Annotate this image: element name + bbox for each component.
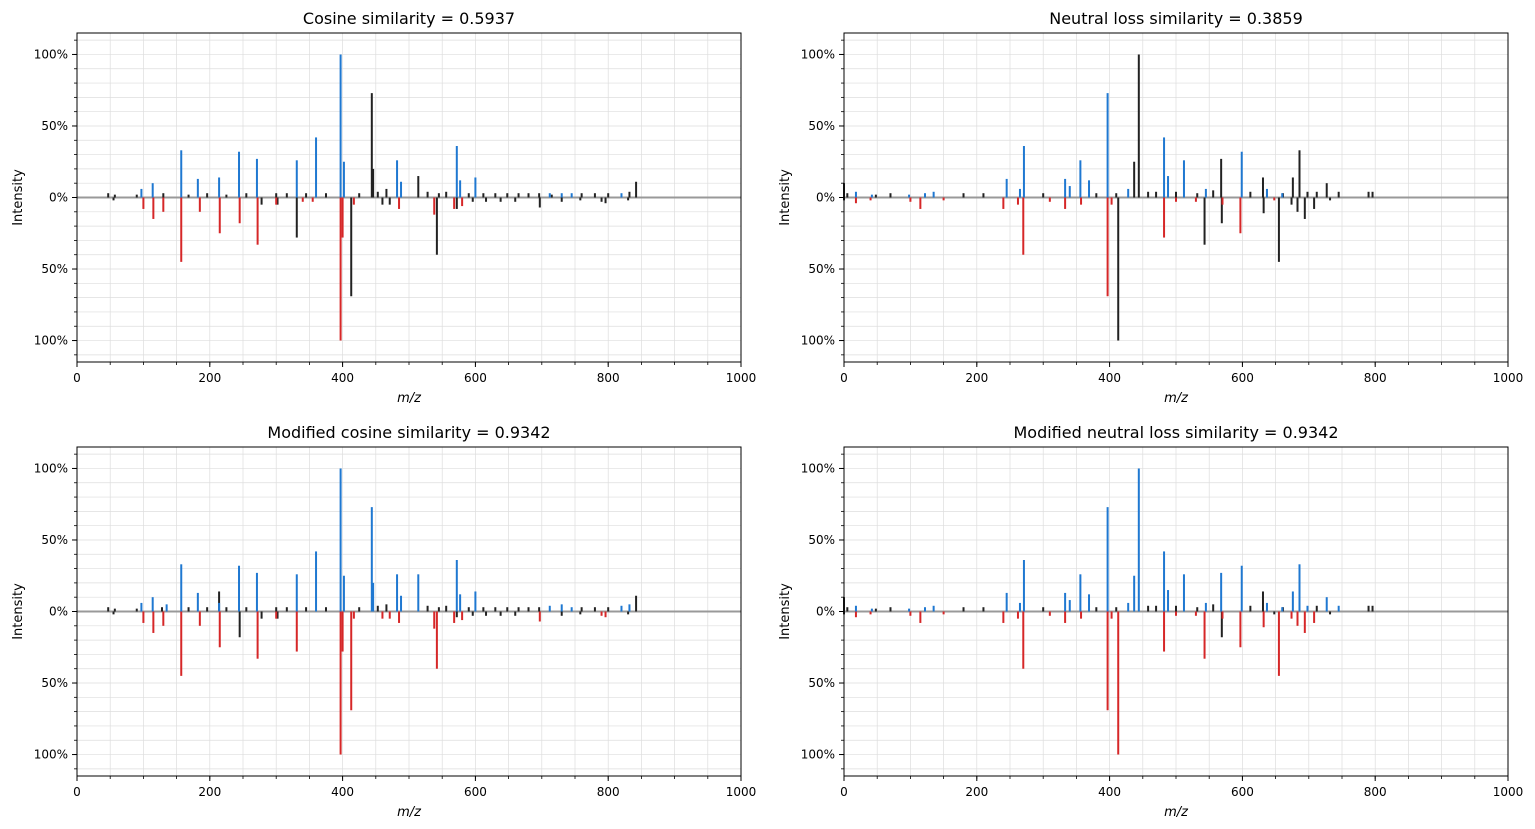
panel-title: Modified neutral loss similarity = 0.934… <box>1013 423 1338 442</box>
y-tick-label: 0% <box>816 191 835 205</box>
x-tick-label: 0 <box>840 371 848 385</box>
x-tick-label: 600 <box>1231 371 1254 385</box>
y-tick-label: 100% <box>34 748 68 762</box>
y-tick-label: 50% <box>41 262 68 276</box>
x-tick-label: 600 <box>464 371 487 385</box>
x-tick-label: 400 <box>1098 371 1121 385</box>
x-tick-label: 200 <box>198 785 221 799</box>
y-axis-label: Intensity <box>778 169 793 226</box>
y-tick-label: 100% <box>34 334 68 348</box>
y-tick-label: 100% <box>34 461 68 475</box>
x-tick-label: 1000 <box>1493 371 1524 385</box>
x-tick-label: 800 <box>597 785 620 799</box>
x-tick-label: 1000 <box>1493 785 1524 799</box>
spectrum-panel-4: 0 200 400 600 800 1000 100% 50% 0% 50% 100% Modifie… <box>778 423 1523 820</box>
y-tick-label: 50% <box>808 119 835 133</box>
y-tick-label: 0% <box>49 191 68 205</box>
x-axis-label: m/z <box>397 805 422 820</box>
x-tick-label: 1000 <box>726 785 757 799</box>
x-tick-label: 200 <box>965 785 988 799</box>
x-tick-label: 0 <box>73 371 81 385</box>
x-tick-label: 0 <box>840 785 848 799</box>
y-tick-label: 100% <box>34 47 68 61</box>
x-tick-label: 400 <box>1098 785 1121 799</box>
y-tick-label: 100% <box>801 748 835 762</box>
y-tick-label: 50% <box>41 119 68 133</box>
y-tick-label: 100% <box>801 334 835 348</box>
spectrum-panel-2: 0 200 400 600 800 1000 100% 50% 0% 50% 100% Neutral… <box>778 9 1523 406</box>
panel-title: Cosine similarity = 0.5937 <box>303 9 515 28</box>
y-axis-label: Intensity <box>11 583 26 640</box>
x-axis-label: m/z <box>397 391 422 406</box>
y-tick-label: 50% <box>41 533 68 547</box>
y-tick-label: 0% <box>49 605 68 619</box>
y-tick-label: 100% <box>801 47 835 61</box>
x-tick-label: 800 <box>1364 371 1387 385</box>
y-tick-label: 50% <box>808 676 835 690</box>
y-tick-label: 50% <box>41 676 68 690</box>
x-axis-label: m/z <box>1164 805 1189 820</box>
spectrum-panel-1: 0 200 400 600 800 1000 100% 50% 0% 50% 100% Cosine … <box>11 9 756 406</box>
y-tick-label: 100% <box>801 461 835 475</box>
x-tick-label: 1000 <box>726 371 757 385</box>
x-tick-label: 800 <box>597 371 620 385</box>
y-tick-label: 50% <box>808 533 835 547</box>
y-tick-label: 50% <box>808 262 835 276</box>
x-tick-label: 800 <box>1364 785 1387 799</box>
x-tick-label: 400 <box>331 785 354 799</box>
x-tick-label: 600 <box>1231 785 1254 799</box>
y-tick-label: 0% <box>816 605 835 619</box>
spectrum-panel-3: 0 200 400 600 800 1000 100% 50% 0% 50% 100% Modifie… <box>11 423 756 820</box>
x-tick-label: 0 <box>73 785 81 799</box>
panel-title: Neutral loss similarity = 0.3859 <box>1049 9 1303 28</box>
x-tick-label: 200 <box>965 371 988 385</box>
panel-title: Modified cosine similarity = 0.9342 <box>267 423 550 442</box>
y-axis-label: Intensity <box>11 169 26 226</box>
x-tick-label: 600 <box>464 785 487 799</box>
y-axis-label: Intensity <box>778 583 793 640</box>
x-tick-label: 200 <box>198 371 221 385</box>
x-axis-label: m/z <box>1164 391 1189 406</box>
x-tick-label: 400 <box>331 371 354 385</box>
